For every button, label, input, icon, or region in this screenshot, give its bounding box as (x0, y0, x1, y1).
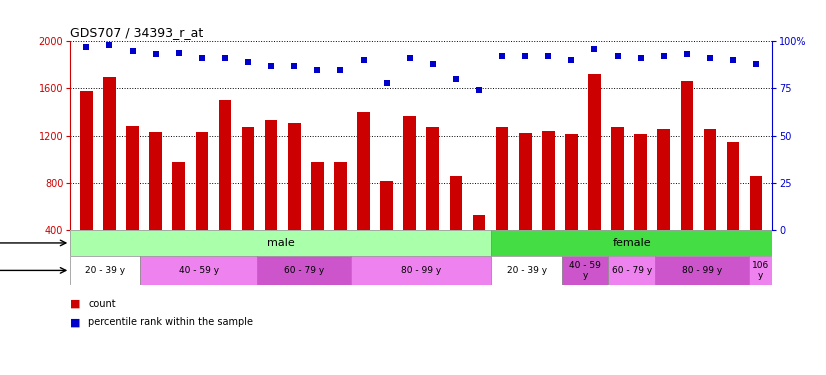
Bar (380, 180, 393, 230)
Bar (449, 176, 463, 230)
Bar (519, 133, 532, 230)
Bar (196, 132, 208, 230)
Bar (565, 135, 577, 230)
Bar (749, 256, 772, 285)
Bar (150, 132, 162, 230)
Text: 40 - 59 y: 40 - 59 y (179, 266, 219, 275)
Text: 106
y: 106 y (752, 261, 769, 280)
Text: GDS707 / 34393_r_at: GDS707 / 34393_r_at (70, 26, 203, 39)
Bar (750, 176, 762, 230)
Bar (655, 256, 749, 285)
Text: female: female (613, 238, 651, 248)
Bar (611, 128, 624, 230)
Bar (351, 256, 491, 285)
Bar (472, 215, 486, 230)
Bar (70, 230, 491, 256)
Bar (496, 128, 509, 230)
Bar (242, 128, 254, 230)
Bar (727, 141, 739, 230)
Bar (140, 256, 258, 285)
Bar (80, 91, 93, 230)
Text: 60 - 79 y: 60 - 79 y (612, 266, 652, 275)
Bar (311, 162, 324, 230)
Bar (609, 256, 655, 285)
Bar (657, 129, 670, 230)
Text: percentile rank within the sample: percentile rank within the sample (88, 318, 254, 327)
Text: 40 - 59
y: 40 - 59 y (569, 261, 601, 280)
Bar (403, 116, 416, 230)
Text: ■: ■ (70, 299, 81, 309)
Bar (542, 131, 554, 230)
Bar (562, 256, 609, 285)
Text: 80 - 99 y: 80 - 99 y (682, 266, 722, 275)
Bar (357, 112, 370, 230)
Bar (126, 126, 139, 230)
Bar (219, 100, 231, 230)
Bar (681, 81, 693, 230)
Bar (258, 256, 351, 285)
Text: 20 - 39 y: 20 - 39 y (506, 266, 547, 275)
Text: 60 - 79 y: 60 - 79 y (284, 266, 325, 275)
Text: count: count (88, 299, 116, 309)
Bar (334, 162, 347, 230)
Bar (704, 129, 716, 230)
Bar (491, 256, 562, 285)
Bar (426, 128, 439, 230)
Bar (173, 162, 185, 230)
Text: 20 - 39 y: 20 - 39 y (85, 266, 126, 275)
Text: ■: ■ (70, 318, 81, 327)
Bar (288, 123, 301, 230)
Bar (588, 74, 601, 230)
Text: 80 - 99 y: 80 - 99 y (401, 266, 441, 275)
Text: male: male (267, 238, 295, 248)
Bar (634, 135, 647, 230)
Bar (265, 120, 278, 230)
Bar (70, 256, 140, 285)
Bar (491, 230, 772, 256)
Bar (103, 76, 116, 230)
